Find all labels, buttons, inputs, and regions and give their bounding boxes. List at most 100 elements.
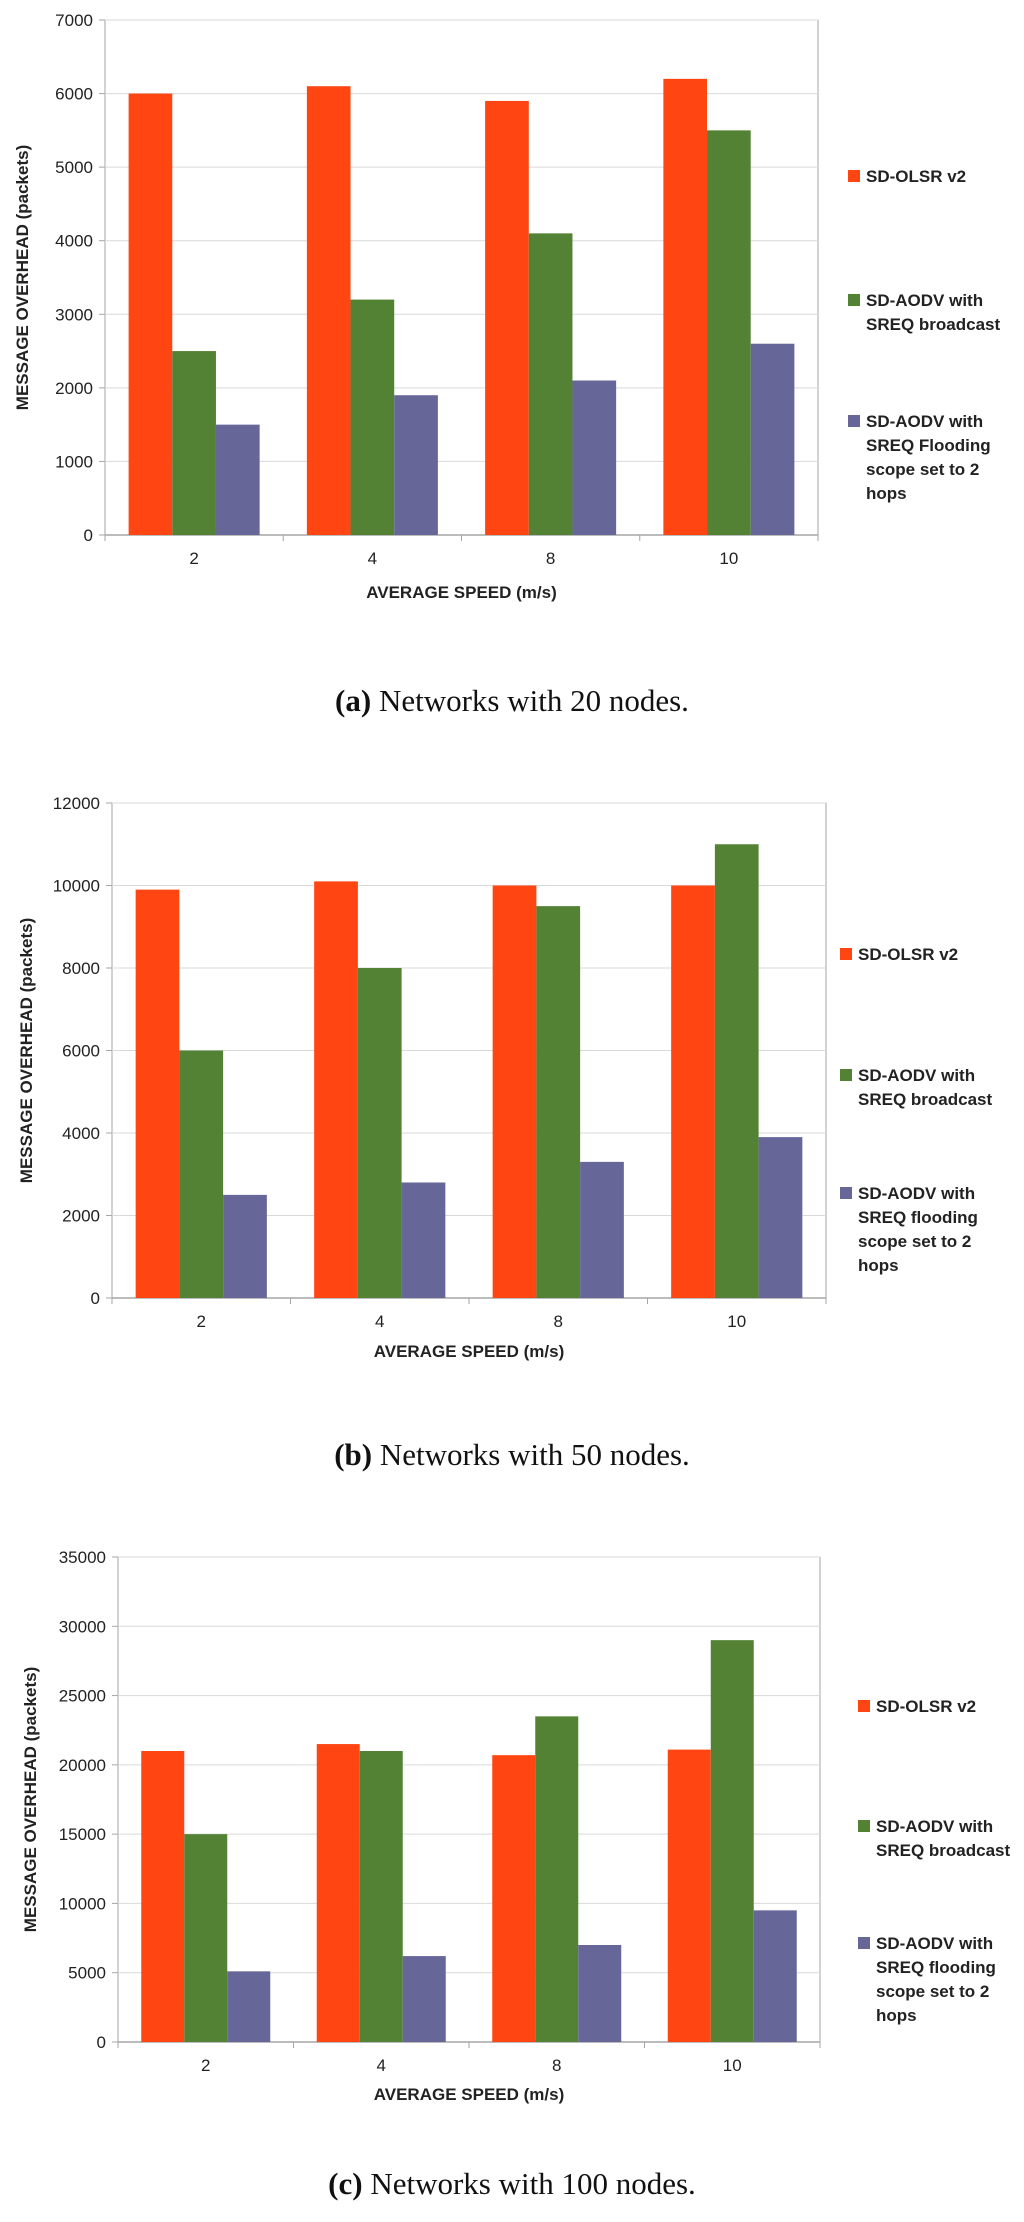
bar-sd-aodv-broadcast-2 [172, 351, 216, 535]
x-tick-label: 8 [552, 2056, 561, 2075]
chart-c-svg: 0 5000 10000 15000 20000 25000 30000 35000 2 4 8 10… [21, 1548, 1010, 2104]
bar-sd-aodv-broadcast-4 [359, 1751, 403, 2042]
bar-sd-aodv-broadcast-4 [357, 968, 402, 1298]
legend-swatch [858, 1820, 870, 1832]
bar-sd-aodv-flooding-2 [223, 1194, 267, 1298]
legend-item-sd-olsr: SD-OLSR v2 [840, 945, 958, 964]
bar-sd-aodv-flooding-2 [215, 424, 260, 535]
y-tick-label: 8000 [62, 959, 100, 978]
legend-swatch [840, 1187, 852, 1199]
y-axis-title: MESSAGE OVERHEAD (packets) [13, 145, 32, 410]
y-tick-label: 5000 [68, 1964, 106, 1983]
legend-item-sd-aodv-flooding: SD-AODV with SREQ flooding scope set to 2 h… [840, 1184, 978, 1275]
legend-item-sd-olsr: SD-OLSR v2 [858, 1697, 976, 1716]
legend-item-sd-olsr: SD-OLSR v2 [848, 167, 966, 186]
y-tick-label: 4000 [55, 232, 93, 251]
y-tick-label: 5000 [55, 158, 93, 177]
bar-sd-olsr-8 [492, 1755, 536, 2042]
y-tick-label: 10000 [59, 1894, 106, 1913]
y-tick-label: 0 [97, 2033, 106, 2052]
legend-swatch [840, 1069, 852, 1081]
x-tick-label: 10 [719, 549, 738, 568]
caption-a: (a) Networks with 20 nodes. [0, 683, 1024, 719]
bar-sd-aodv-broadcast-10 [710, 1640, 754, 2042]
legend-label: SREQ flooding [876, 1958, 996, 1977]
y-tick-label: 6000 [62, 1042, 100, 1061]
bar-sd-aodv-broadcast-8 [535, 1716, 579, 2042]
bar-sd-olsr-10 [667, 1749, 711, 2042]
caption-a-text: Networks with 20 nodes. [371, 683, 689, 718]
legend-label: hops [858, 1256, 899, 1275]
y-tick-label: 1000 [55, 452, 93, 471]
legend-swatch [848, 415, 860, 427]
x-tick-label: 8 [546, 549, 555, 568]
bar-sd-olsr-8 [492, 885, 537, 1298]
bar-sd-olsr-2 [141, 1751, 185, 2042]
legend-label: SD-OLSR v2 [858, 945, 958, 964]
bar-sd-aodv-flooding-8 [580, 1161, 624, 1298]
legend-item-sd-aodv-broadcast: SD-AODV with SREQ broadcast [858, 1817, 1010, 1860]
legend-swatch [858, 1700, 870, 1712]
chart-panel-b: 0 2000 4000 6000 8000 10000 12000 2 4 8 10 AVERAGE … [0, 745, 1024, 1490]
caption-c: (c) Networks with 100 nodes. [0, 2166, 1024, 2202]
bar-sd-olsr-10 [671, 885, 715, 1298]
legend-label: SREQ broadcast [858, 1090, 992, 1109]
x-tick-label: 10 [723, 2056, 742, 2075]
legend-label: scope set to 2 [858, 1232, 971, 1251]
bar-sd-aodv-broadcast-2 [184, 1834, 228, 2042]
bar-sd-aodv-flooding-4 [394, 395, 438, 535]
bar-sd-olsr-4 [314, 881, 358, 1298]
legend-swatch [848, 294, 860, 306]
y-tick-label: 30000 [59, 1617, 106, 1636]
caption-c-text: Networks with 100 nodes. [362, 2166, 696, 2201]
y-tick-label: 2000 [62, 1207, 100, 1226]
y-tick-label: 4000 [62, 1124, 100, 1143]
caption-b-label: (b) [334, 1437, 373, 1472]
bar-sd-aodv-flooding-10 [753, 1910, 797, 2042]
y-tick-label: 35000 [59, 1548, 106, 1567]
y-axis-title: MESSAGE OVERHEAD (packets) [17, 918, 36, 1183]
bar-sd-olsr-2 [128, 93, 173, 536]
legend-label: hops [866, 484, 907, 503]
chart-a-svg: 0 1000 2000 3000 4000 5000 6000 7000 2 4 8 10 AVERAG… [13, 11, 1000, 602]
caption-c-label: (c) [328, 2166, 363, 2201]
x-tick-label: 4 [375, 1312, 384, 1331]
bar-sd-aodv-broadcast-2 [179, 1050, 224, 1298]
legend-label: scope set to 2 [866, 460, 979, 479]
bar-sd-aodv-flooding-10 [758, 1137, 803, 1298]
bar-sd-aodv-flooding-8 [578, 1945, 622, 2042]
y-tick-label: 20000 [59, 1756, 106, 1775]
y-tick-label: 12000 [53, 794, 100, 813]
legend-label: SD-OLSR v2 [866, 167, 966, 186]
x-axis-title: AVERAGE SPEED (m/s) [374, 1342, 565, 1361]
x-tick-label: 4 [377, 2056, 386, 2075]
bar-sd-aodv-broadcast-10 [707, 130, 751, 535]
legend-item-sd-aodv-broadcast: SD-AODV with SREQ broadcast [848, 291, 1000, 334]
legend-label: SREQ broadcast [866, 315, 1000, 334]
y-tick-label: 2000 [55, 379, 93, 398]
legend-label: SD-AODV with [858, 1184, 975, 1203]
legend-label: SREQ Flooding [866, 436, 991, 455]
legend-item-sd-aodv-flooding: SD-AODV with SREQ flooding scope set to 2 h… [858, 1934, 996, 2025]
x-tick-label: 2 [189, 549, 198, 568]
y-tick-label: 25000 [59, 1687, 106, 1706]
bar-sd-aodv-flooding-4 [402, 1956, 446, 2042]
x-axis-title: AVERAGE SPEED (m/s) [374, 2085, 565, 2104]
bar-sd-aodv-flooding-10 [750, 343, 795, 535]
bar-sd-aodv-broadcast-10 [714, 844, 759, 1298]
x-tick-label: 2 [197, 1312, 206, 1331]
legend-label: SD-AODV with [858, 1066, 975, 1085]
legend-item-sd-aodv-broadcast: SD-AODV with SREQ broadcast [840, 1066, 992, 1109]
caption-b: (b) Networks with 50 nodes. [0, 1437, 1024, 1473]
bar-sd-aodv-broadcast-4 [350, 299, 395, 535]
legend-label: scope set to 2 [876, 1982, 989, 2001]
bar-sd-olsr-8 [485, 100, 529, 535]
legend-label: SD-AODV with [866, 291, 983, 310]
caption-a-label: (a) [335, 683, 372, 718]
legend-label: SREQ broadcast [876, 1841, 1010, 1860]
bar-sd-aodv-broadcast-8 [528, 233, 573, 535]
legend-swatch [840, 948, 852, 960]
x-tick-label: 4 [368, 549, 377, 568]
y-tick-label: 7000 [55, 11, 93, 30]
bar-sd-aodv-flooding-4 [401, 1182, 446, 1298]
